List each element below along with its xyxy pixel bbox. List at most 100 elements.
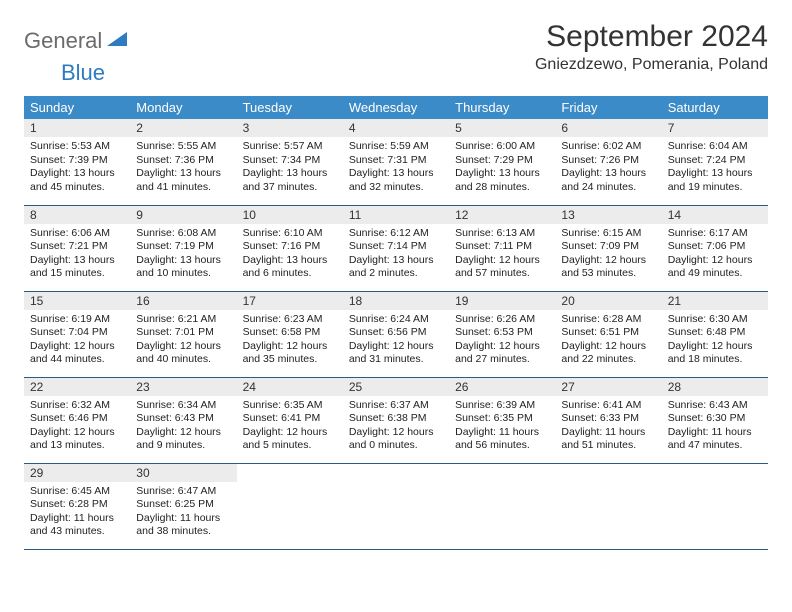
day-number: 6 (555, 119, 661, 137)
day-details: Sunrise: 6:43 AMSunset: 6:30 PMDaylight:… (662, 396, 768, 458)
day-number: 18 (343, 292, 449, 310)
weekday-header: Thursday (449, 96, 555, 119)
day-details: Sunrise: 6:28 AMSunset: 6:51 PMDaylight:… (555, 310, 661, 372)
day-number: 20 (555, 292, 661, 310)
calendar-day-cell: 26Sunrise: 6:39 AMSunset: 6:35 PMDayligh… (449, 377, 555, 463)
calendar-day-cell: 12Sunrise: 6:13 AMSunset: 7:11 PMDayligh… (449, 205, 555, 291)
day-number: 15 (24, 292, 130, 310)
day-details: Sunrise: 6:17 AMSunset: 7:06 PMDaylight:… (662, 224, 768, 286)
weekday-header: Friday (555, 96, 661, 119)
day-number: 25 (343, 378, 449, 396)
day-details: Sunrise: 6:04 AMSunset: 7:24 PMDaylight:… (662, 137, 768, 199)
day-details: Sunrise: 6:41 AMSunset: 6:33 PMDaylight:… (555, 396, 661, 458)
weekday-header: Tuesday (237, 96, 343, 119)
day-details: Sunrise: 6:12 AMSunset: 7:14 PMDaylight:… (343, 224, 449, 286)
calendar-day-cell (555, 463, 661, 549)
calendar-day-cell: 9Sunrise: 6:08 AMSunset: 7:19 PMDaylight… (130, 205, 236, 291)
day-details: Sunrise: 6:21 AMSunset: 7:01 PMDaylight:… (130, 310, 236, 372)
day-number: 7 (662, 119, 768, 137)
calendar-day-cell: 22Sunrise: 6:32 AMSunset: 6:46 PMDayligh… (24, 377, 130, 463)
calendar-day-cell: 5Sunrise: 6:00 AMSunset: 7:29 PMDaylight… (449, 119, 555, 205)
day-details: Sunrise: 6:08 AMSunset: 7:19 PMDaylight:… (130, 224, 236, 286)
day-number: 11 (343, 206, 449, 224)
title-block: September 2024 Gniezdzewo, Pomerania, Po… (535, 20, 768, 74)
day-number: 4 (343, 119, 449, 137)
day-details: Sunrise: 6:00 AMSunset: 7:29 PMDaylight:… (449, 137, 555, 199)
day-number: 9 (130, 206, 236, 224)
calendar-day-cell: 16Sunrise: 6:21 AMSunset: 7:01 PMDayligh… (130, 291, 236, 377)
calendar-day-cell: 13Sunrise: 6:15 AMSunset: 7:09 PMDayligh… (555, 205, 661, 291)
day-details: Sunrise: 6:32 AMSunset: 6:46 PMDaylight:… (24, 396, 130, 458)
day-details: Sunrise: 6:35 AMSunset: 6:41 PMDaylight:… (237, 396, 343, 458)
day-number: 12 (449, 206, 555, 224)
day-number: 13 (555, 206, 661, 224)
day-number: 2 (130, 119, 236, 137)
calendar-day-cell: 14Sunrise: 6:17 AMSunset: 7:06 PMDayligh… (662, 205, 768, 291)
day-number: 21 (662, 292, 768, 310)
day-number: 3 (237, 119, 343, 137)
day-number: 30 (130, 464, 236, 482)
day-details: Sunrise: 6:23 AMSunset: 6:58 PMDaylight:… (237, 310, 343, 372)
calendar-header-row: SundayMondayTuesdayWednesdayThursdayFrid… (24, 96, 768, 119)
calendar-day-cell (662, 463, 768, 549)
logo-text-blue: Blue (61, 60, 105, 85)
logo-text-general: General (24, 28, 102, 54)
calendar-day-cell: 28Sunrise: 6:43 AMSunset: 6:30 PMDayligh… (662, 377, 768, 463)
day-details: Sunrise: 5:57 AMSunset: 7:34 PMDaylight:… (237, 137, 343, 199)
calendar-day-cell: 6Sunrise: 6:02 AMSunset: 7:26 PMDaylight… (555, 119, 661, 205)
location-text: Gniezdzewo, Pomerania, Poland (535, 56, 768, 74)
calendar-day-cell: 25Sunrise: 6:37 AMSunset: 6:38 PMDayligh… (343, 377, 449, 463)
month-title: September 2024 (535, 20, 768, 54)
weekday-header: Saturday (662, 96, 768, 119)
calendar-table: SundayMondayTuesdayWednesdayThursdayFrid… (24, 96, 768, 550)
weekday-header: Monday (130, 96, 236, 119)
day-number: 29 (24, 464, 130, 482)
day-number: 8 (24, 206, 130, 224)
day-details: Sunrise: 5:55 AMSunset: 7:36 PMDaylight:… (130, 137, 236, 199)
day-details: Sunrise: 6:47 AMSunset: 6:25 PMDaylight:… (130, 482, 236, 544)
day-details: Sunrise: 6:34 AMSunset: 6:43 PMDaylight:… (130, 396, 236, 458)
day-details: Sunrise: 6:06 AMSunset: 7:21 PMDaylight:… (24, 224, 130, 286)
day-details: Sunrise: 6:24 AMSunset: 6:56 PMDaylight:… (343, 310, 449, 372)
day-details: Sunrise: 6:37 AMSunset: 6:38 PMDaylight:… (343, 396, 449, 458)
day-details: Sunrise: 6:10 AMSunset: 7:16 PMDaylight:… (237, 224, 343, 286)
calendar-day-cell: 20Sunrise: 6:28 AMSunset: 6:51 PMDayligh… (555, 291, 661, 377)
calendar-day-cell: 15Sunrise: 6:19 AMSunset: 7:04 PMDayligh… (24, 291, 130, 377)
day-number: 10 (237, 206, 343, 224)
weekday-header: Sunday (24, 96, 130, 119)
day-details: Sunrise: 6:30 AMSunset: 6:48 PMDaylight:… (662, 310, 768, 372)
day-number: 27 (555, 378, 661, 396)
calendar-day-cell: 10Sunrise: 6:10 AMSunset: 7:16 PMDayligh… (237, 205, 343, 291)
calendar-day-cell: 7Sunrise: 6:04 AMSunset: 7:24 PMDaylight… (662, 119, 768, 205)
day-number: 19 (449, 292, 555, 310)
day-number: 14 (662, 206, 768, 224)
calendar-week-row: 22Sunrise: 6:32 AMSunset: 6:46 PMDayligh… (24, 377, 768, 463)
logo-triangle-icon (107, 30, 129, 53)
calendar-day-cell: 1Sunrise: 5:53 AMSunset: 7:39 PMDaylight… (24, 119, 130, 205)
day-number: 28 (662, 378, 768, 396)
day-details: Sunrise: 5:59 AMSunset: 7:31 PMDaylight:… (343, 137, 449, 199)
calendar-body: 1Sunrise: 5:53 AMSunset: 7:39 PMDaylight… (24, 119, 768, 549)
day-number: 17 (237, 292, 343, 310)
calendar-week-row: 8Sunrise: 6:06 AMSunset: 7:21 PMDaylight… (24, 205, 768, 291)
calendar-day-cell: 2Sunrise: 5:55 AMSunset: 7:36 PMDaylight… (130, 119, 236, 205)
calendar-day-cell (449, 463, 555, 549)
calendar-day-cell: 30Sunrise: 6:47 AMSunset: 6:25 PMDayligh… (130, 463, 236, 549)
calendar-day-cell: 19Sunrise: 6:26 AMSunset: 6:53 PMDayligh… (449, 291, 555, 377)
day-details: Sunrise: 6:45 AMSunset: 6:28 PMDaylight:… (24, 482, 130, 544)
day-details: Sunrise: 6:13 AMSunset: 7:11 PMDaylight:… (449, 224, 555, 286)
day-number: 26 (449, 378, 555, 396)
calendar-day-cell: 17Sunrise: 6:23 AMSunset: 6:58 PMDayligh… (237, 291, 343, 377)
calendar-day-cell: 11Sunrise: 6:12 AMSunset: 7:14 PMDayligh… (343, 205, 449, 291)
logo: General (24, 28, 131, 54)
calendar-day-cell: 4Sunrise: 5:59 AMSunset: 7:31 PMDaylight… (343, 119, 449, 205)
weekday-header: Wednesday (343, 96, 449, 119)
calendar-day-cell: 27Sunrise: 6:41 AMSunset: 6:33 PMDayligh… (555, 377, 661, 463)
calendar-day-cell: 24Sunrise: 6:35 AMSunset: 6:41 PMDayligh… (237, 377, 343, 463)
calendar-day-cell: 3Sunrise: 5:57 AMSunset: 7:34 PMDaylight… (237, 119, 343, 205)
calendar-day-cell: 18Sunrise: 6:24 AMSunset: 6:56 PMDayligh… (343, 291, 449, 377)
day-details: Sunrise: 5:53 AMSunset: 7:39 PMDaylight:… (24, 137, 130, 199)
calendar-week-row: 15Sunrise: 6:19 AMSunset: 7:04 PMDayligh… (24, 291, 768, 377)
day-details: Sunrise: 6:02 AMSunset: 7:26 PMDaylight:… (555, 137, 661, 199)
calendar-week-row: 1Sunrise: 5:53 AMSunset: 7:39 PMDaylight… (24, 119, 768, 205)
